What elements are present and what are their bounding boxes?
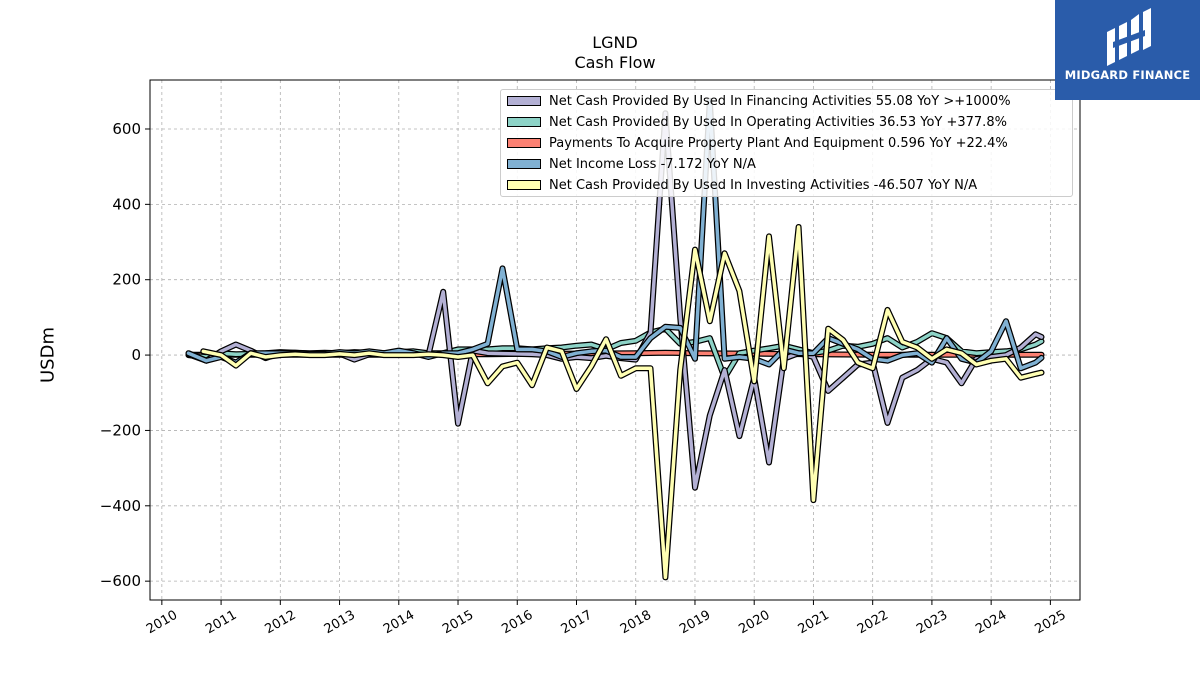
y-tick-label: 200 bbox=[112, 271, 141, 289]
legend-label-financing: Net Cash Provided By Used In Financing A… bbox=[549, 93, 1011, 109]
series-group bbox=[185, 97, 1045, 581]
x-tick-label: 2017 bbox=[559, 608, 595, 638]
x-tick-label: 2021 bbox=[796, 608, 832, 638]
x-tick-label: 2015 bbox=[440, 608, 476, 638]
plot-frame bbox=[149, 79, 1081, 601]
x-tick-label: 2018 bbox=[618, 608, 654, 638]
logo-text: MIDGARD FINANCE bbox=[1064, 68, 1191, 82]
legend-swatch-investing bbox=[507, 180, 541, 190]
x-tick-label: 2025 bbox=[1033, 608, 1069, 638]
legend-label-operating: Net Cash Provided By Used In Operating A… bbox=[549, 114, 1007, 130]
x-tick-label: 2013 bbox=[322, 608, 358, 638]
x-tick-label: 2016 bbox=[499, 608, 535, 638]
legend-label-net-income: Net Income Loss -7.172 YoY N/A bbox=[549, 156, 756, 172]
legend-swatch-ppe bbox=[507, 138, 541, 148]
x-tick-label: 2011 bbox=[203, 608, 239, 638]
y-axis-label: USDm bbox=[37, 327, 59, 383]
x-tick-label: 2022 bbox=[855, 608, 891, 638]
y-tick-label: 400 bbox=[112, 195, 141, 213]
brand-logo: MIDGARD FINANCE bbox=[1055, 0, 1200, 100]
y-tick-label: −400 bbox=[100, 497, 141, 515]
legend-item-financing: Net Cash Provided By Used In Financing A… bbox=[507, 92, 1011, 110]
legend-label-investing: Net Cash Provided By Used In Investing A… bbox=[549, 177, 978, 193]
legend-swatch-financing bbox=[507, 96, 541, 106]
legend-swatch-operating bbox=[507, 117, 541, 127]
legend-label-ppe: Payments To Acquire Property Plant And E… bbox=[549, 135, 1008, 151]
logo-mark-icon bbox=[1107, 8, 1151, 66]
y-tick-label: 600 bbox=[112, 120, 141, 138]
y-axis-ticks: 600 400 200 0 −200 −400 −600 bbox=[100, 120, 150, 590]
legend-item-ppe: Payments To Acquire Property Plant And E… bbox=[507, 134, 1008, 152]
x-tick-label: 2012 bbox=[262, 608, 298, 638]
y-tick-label: 0 bbox=[131, 346, 141, 364]
y-tick-label: −200 bbox=[100, 421, 141, 439]
x-axis-ticks: 2010 2011 2012 2013 2014 2015 2016 2017 2018 2019… bbox=[144, 600, 1069, 637]
x-tick-label: 2024 bbox=[973, 608, 1009, 638]
legend-item-investing: Net Cash Provided By Used In Investing A… bbox=[507, 176, 977, 194]
x-tick-label: 2019 bbox=[677, 608, 713, 638]
legend-swatch-net-income bbox=[507, 159, 541, 169]
y-tick-label: −600 bbox=[100, 572, 141, 590]
legend: Net Cash Provided By Used In Financing A… bbox=[500, 89, 1073, 197]
series-line-4 bbox=[201, 225, 1044, 580]
x-tick-label: 2010 bbox=[144, 608, 180, 638]
x-tick-label: 2014 bbox=[381, 608, 417, 638]
legend-item-net-income: Net Income Loss -7.172 YoY N/A bbox=[507, 155, 756, 173]
x-tick-label: 2020 bbox=[736, 608, 772, 638]
legend-item-operating: Net Cash Provided By Used In Operating A… bbox=[507, 113, 1007, 131]
x-tick-label: 2023 bbox=[914, 608, 950, 638]
chart-title: Cash Flow bbox=[574, 53, 656, 72]
chart-ticker: LGND bbox=[592, 33, 638, 52]
